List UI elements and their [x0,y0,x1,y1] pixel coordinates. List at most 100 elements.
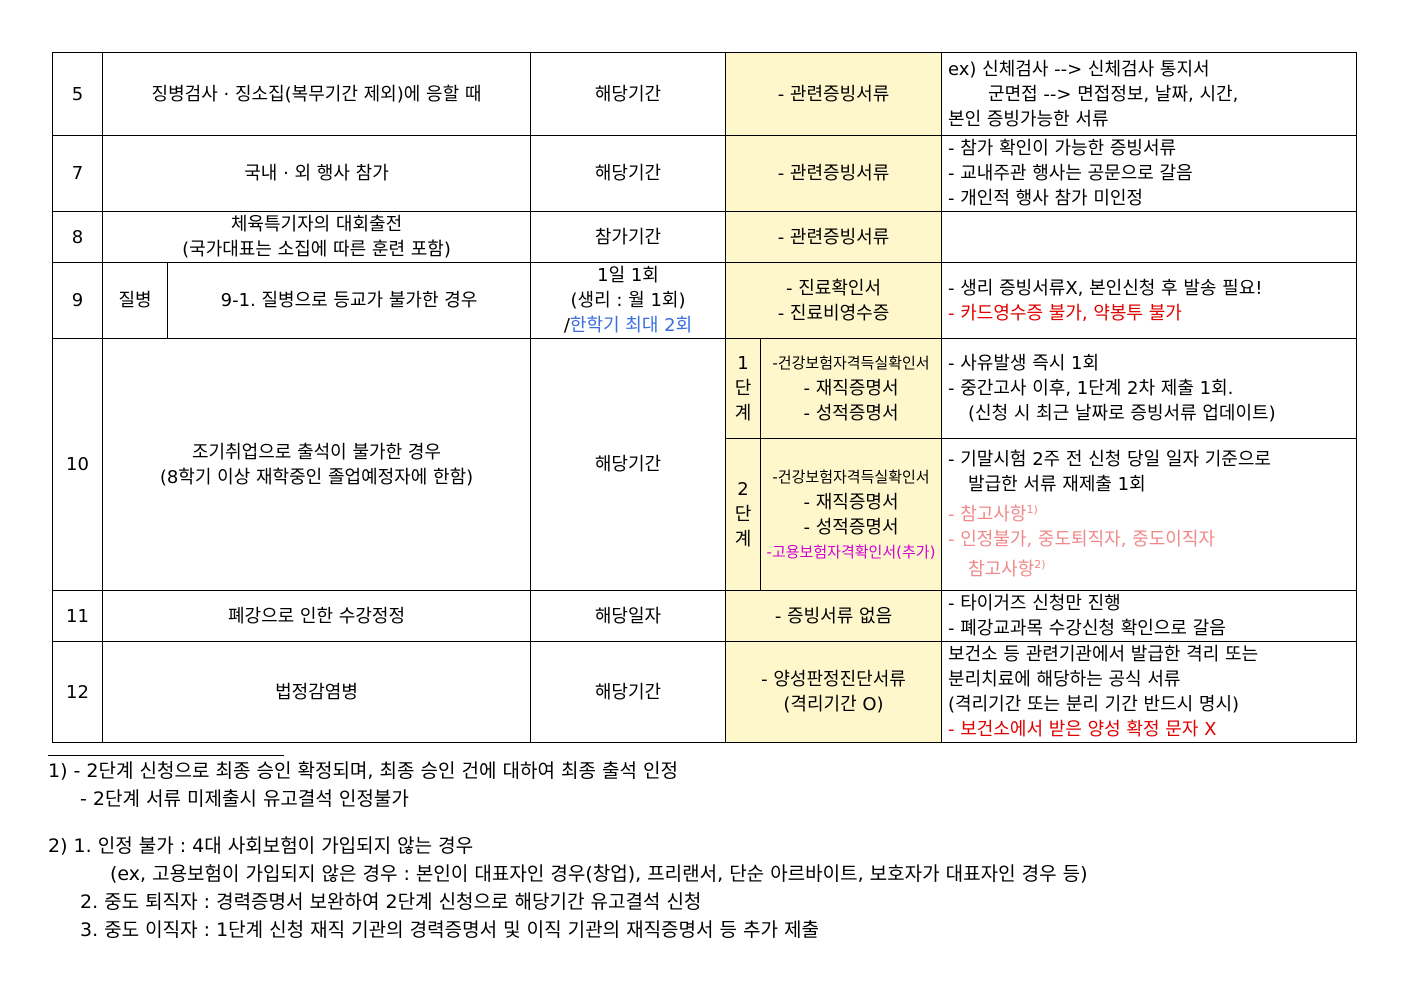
stage-char: 1 [737,353,749,374]
note-line: - 사유발생 즉시 1회 [948,353,1100,374]
footnote-ref: 2) [1034,558,1046,571]
footnote-2-line: (ex, 고용보험이 가입되지 않은 경우 : 본인이 대표자인 경우(창업),… [110,863,1088,885]
table-row: 9 질병 9-1. 질병으로 등교가 불가한 경우 1일 1회 (생리 : 월 1… [52,262,1358,339]
attendance-table: 5 징병검사 · 징소집(복무기간 제외)에 응할 때 해당기간 - 관련증빙서… [52,52,1358,743]
note-line: - 생리 증빙서류X, 본인신청 후 발송 필요! [948,277,1263,299]
doc-line-added: -고용보험자격확인서(추가) [766,542,936,561]
note-line: - 참고사항1) [948,497,1350,527]
row-number: 5 [52,52,103,136]
footnote-2-line: 3. 중도 이직자 : 1단계 신청 재직 기관의 경력증명서 및 이직 기관의… [80,919,820,941]
table-row: 12 법정감염병 해당기간 - 양성판정진단서류 (격리기간 O) 보건소 등 관… [52,641,1358,743]
doc-line: - 진료확인서 [785,277,882,299]
stage-char: 계 [734,529,752,550]
row-number: 9 [52,262,103,339]
stage-char: 단 [734,378,752,399]
documents: - 관련증빙서류 [724,52,943,136]
table-row: 7 국내 · 외 행사 참가 해당기간 - 관련증빙서류 - 참가 확인이 가능… [52,135,1358,212]
note-line: (신청 시 최근 날짜로 증빙서류 업데이트) [968,403,1276,424]
stage-1-notes: - 사유발생 즉시 1회 - 중간고사 이후, 1단계 2차 제출 1회. (신청 … [941,338,1358,439]
table-row: 11 폐강으로 인한 수강정정 해당일자 - 증빙서류 없음 - 타이거즈 신청… [52,590,1358,642]
item: 9-1. 질병으로 등교가 불가한 경우 [167,262,531,339]
doc-line: - 양성판정진단서류 [761,669,906,690]
footnote-ref: 1) [1026,503,1038,516]
doc-line: - 성적증명서 [803,403,899,424]
footnote-2: 2) 1. 인정 불가 : 4대 사회보험이 가입되지 않는 경우 [48,835,474,857]
note-line: - 기말시험 2주 전 신청 당일 일자 기준으로 [948,449,1271,470]
item: 조기취업으로 출석이 불가한 경우 (8학기 이상 재학중인 졸업예정자에 한함) [102,338,531,591]
notes: - 타이거즈 신청만 진행 - 폐강교과목 수강신청 확인으로 갈음 [941,590,1358,642]
period-line: /한학기 최대 2회 [537,313,719,338]
item-line: (국가대표는 소집에 따른 훈련 포함) [182,239,451,260]
documents: - 양성판정진단서류 (격리기간 O) [724,641,943,743]
note-line: - 개인적 행사 참가 미인정 [948,188,1143,209]
item: 국내 · 외 행사 참가 [102,135,531,212]
period-line: (생리 : 월 1회) [570,290,686,311]
note-line: - 인정불가, 중도퇴직자, 중도이직자 [948,529,1215,550]
table-row: 8 체육특기자의 대회출전 (국가대표는 소집에 따른 훈련 포함) 참가기간 -… [52,211,1358,263]
note-text: - 참고사항 [948,504,1027,525]
stage-char: 2 [737,479,749,500]
note-line: 본인 증빙가능한 서류 [948,108,1109,130]
stage-2-documents: -건강보험자격득실확인서 - 재직증명서 - 성적증명서 -고용보험자격확인서(추가) [759,438,943,591]
doc-line: - 재직증명서 [803,491,899,513]
note-line: - 보건소에서 받은 양성 확정 문자 X [948,719,1217,740]
note-line: - 카드영수증 불가, 약봉투 불가 [948,302,1182,324]
item: 폐강으로 인한 수강정정 [102,590,531,642]
documents: - 진료확인서 - 진료비영수증 [724,262,943,339]
table-row: 5 징병검사 · 징소집(복무기간 제외)에 응할 때 해당기간 - 관련증빙서… [52,52,1358,136]
item-line: 체육특기자의 대회출전 [230,214,403,235]
stage-2-notes: - 기말시험 2주 전 신청 당일 일자 기준으로 발급한 서류 재제출 1회 - … [941,438,1358,591]
notes: - 참가 확인이 가능한 증빙서류 - 교내주관 행사는 공문으로 갈음 - 개인적… [941,135,1358,212]
row-number: 11 [52,590,103,642]
period: 해당일자 [530,590,726,642]
doc-line: -건강보험자격득실확인서 [772,354,930,372]
footnotes: 1) - 2단계 신청으로 최종 승인 확정되며, 최종 승인 건에 대하여 최… [48,757,1088,944]
row-number: 12 [52,641,103,743]
footnote-1: 1) - 2단계 신청으로 최종 승인 확정되며, 최종 승인 건에 대하여 최… [48,760,678,782]
notes: 보건소 등 관련기관에서 발급한 격리 또는 분리치료에 해당하는 공식 서류 (격… [941,641,1358,743]
category: 질병 [102,262,168,339]
note-line: 분리치료에 해당하는 공식 서류 [948,669,1181,690]
stage-char: 단 [734,504,752,525]
row-number: 7 [52,135,103,212]
footnote-2-line: 2. 중도 퇴직자 : 경력증명서 보완하여 2단계 신청으로 해당기간 유고결… [80,891,702,913]
footnote-divider [48,755,284,756]
row-number: 8 [52,211,103,263]
note-line: 발급한 서류 재제출 1회 [968,474,1146,495]
max-per-semester: 한학기 최대 2회 [569,315,693,336]
item-line: (8학기 이상 재학중인 졸업예정자에 한함) [159,466,474,488]
note-line: - 타이거즈 신청만 진행 [948,593,1121,614]
documents: - 관련증빙서류 [724,135,943,212]
note-line: - 중간고사 이후, 1단계 2차 제출 1회. [948,378,1234,399]
period: 참가기간 [530,211,726,263]
stage-char: 계 [734,403,752,424]
footnote-1-line: - 2단계 서류 미제출시 유고결석 인정불가 [80,788,409,810]
note-line: - 참가 확인이 가능한 증빙서류 [948,138,1177,159]
item: 법정감염병 [102,641,531,743]
item: 징병검사 · 징소집(복무기간 제외)에 응할 때 [102,52,531,136]
documents: - 관련증빙서류 [724,211,943,263]
period: 해당기간 [530,52,726,136]
note-line: ex) 신체검사 --> 신체검사 통지서 [948,58,1210,80]
period: 1일 1회 (생리 : 월 1회)/한학기 최대 2회 [530,262,726,339]
doc-line: - 진료비영수증 [777,302,890,324]
item: 체육특기자의 대회출전 (국가대표는 소집에 따른 훈련 포함) [102,211,531,263]
item-line: 조기취업으로 출석이 불가한 경우 [191,441,441,463]
period: 해당기간 [530,641,726,743]
stage-1-documents: -건강보험자격득실확인서 - 재직증명서 - 성적증명서 [759,338,943,439]
doc-line: - 성적증명서 [803,516,899,538]
note-line: 군면접 --> 면접정보, 날짜, 시간, [988,83,1239,105]
doc-line: - 재직증명서 [803,378,899,399]
period: 해당기간 [530,135,726,212]
row-number: 10 [52,338,103,591]
period: 해당기간 [530,338,726,591]
table-row: 10 조기취업으로 출석이 불가한 경우 (8학기 이상 재학중인 졸업예정자에 … [52,338,1358,591]
note-line: - 교내주관 행사는 공문으로 갈음 [948,163,1193,184]
notes: - 생리 증빙서류X, 본인신청 후 발송 필요! - 카드영수증 불가, 약봉투… [941,262,1358,339]
period-line: 1일 1회 [597,265,659,286]
slash: / [563,315,570,336]
doc-line: (격리기간 O) [783,694,884,715]
